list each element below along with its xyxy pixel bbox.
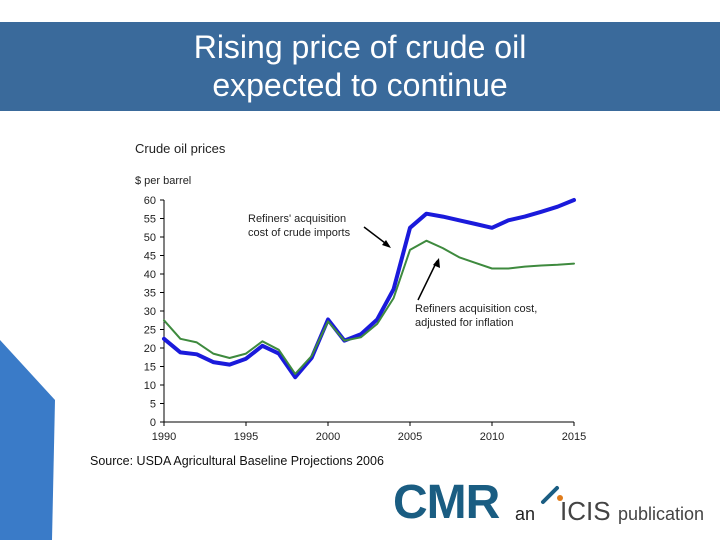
y-tick-label: 60 — [144, 195, 156, 207]
logo-an-text: an — [515, 504, 536, 524]
slide-title-line-2: expected to continue — [212, 67, 508, 103]
logo-icis-text: ICIS — [560, 496, 611, 526]
y-axis-label: $ per barrel — [135, 175, 191, 187]
y-tick-label: 50 — [144, 232, 156, 244]
y-tick-label: 45 — [144, 251, 156, 263]
annotation-arrowhead-inflation — [433, 258, 440, 268]
chart-annotations: Refiners' acquisition cost of crude impo… — [248, 213, 537, 329]
x-tick-label: 2015 — [562, 431, 586, 443]
slide-title-line-1: Rising price of crude oil — [193, 29, 527, 65]
chart-title: Crude oil prices — [135, 141, 226, 156]
logo-publication-text: publication — [618, 504, 705, 524]
y-tick-label: 40 — [144, 269, 156, 281]
left-decoration-shape — [0, 340, 55, 540]
annotation-inflation-line2: adjusted for inflation — [415, 317, 513, 329]
x-tick-label: 2005 — [398, 431, 422, 443]
y-tick-label: 5 — [150, 399, 156, 411]
crude-oil-chart: Crude oil prices $ per barrel 0 5 10 15 20 25… — [135, 141, 586, 443]
x-tick-label: 2000 — [316, 431, 340, 443]
y-tick-label: 20 — [144, 343, 156, 355]
y-tick-label: 25 — [144, 325, 156, 337]
series-line-nominal — [162, 198, 576, 380]
title-bar: Rising price of crude oil expected to co… — [0, 22, 720, 111]
chart-axes: 0 5 10 15 20 25 30 35 40 45 50 55 60 1990 1995 2000 2005… — [144, 195, 586, 443]
left-decoration — [0, 340, 55, 540]
y-tick-label: 30 — [144, 306, 156, 318]
y-tick-label: 0 — [150, 417, 156, 429]
annotation-arrow-inflation — [417, 260, 438, 301]
source-note: Source: USDA Agricultural Baseline Proje… — [90, 454, 384, 468]
annotation-inflation-line1: Refiners acquisition cost, — [415, 303, 537, 315]
y-tick-label: 10 — [144, 380, 156, 392]
x-tick-label: 1990 — [152, 431, 176, 443]
annotation-arrowhead-imports — [382, 240, 391, 248]
annotation-imports-line2: cost of crude imports — [248, 227, 351, 239]
icis-swoosh-icon — [541, 486, 563, 504]
annotation-imports-line1: Refiners' acquisition — [248, 213, 346, 225]
y-tick-label: 15 — [144, 362, 156, 374]
series-line-inflation-adjusted — [163, 239, 575, 375]
y-tick-label: 35 — [144, 288, 156, 300]
cmr-icis-logo: CMR an ICIS publication — [393, 476, 704, 529]
x-tick-label: 1995 — [234, 431, 258, 443]
x-tick-label: 2010 — [480, 431, 504, 443]
chart-series — [162, 198, 576, 380]
y-tick-label: 55 — [144, 214, 156, 226]
logo-cmr-text: CMR — [393, 476, 500, 529]
